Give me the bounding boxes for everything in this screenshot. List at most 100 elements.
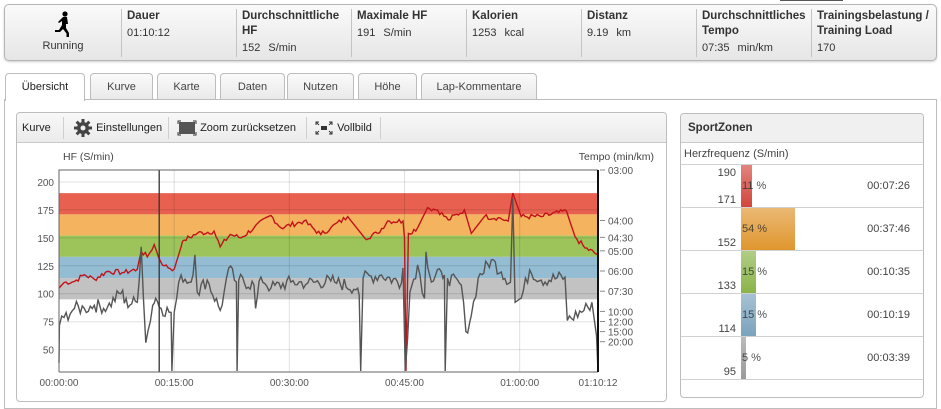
zone-bar	[741, 251, 756, 293]
curve-panel: Kurve Einstellungen Zoom zurücksetzen Vo…	[16, 112, 667, 402]
curve-title: Kurve	[22, 122, 51, 134]
curve-toolbar: Kurve Einstellungen Zoom zurücksetzen Vo…	[17, 113, 666, 143]
zone-lower-bound: 171	[717, 194, 736, 206]
zone-percent: 15 %	[742, 309, 768, 321]
gear-icon	[74, 119, 92, 138]
hr-zone-band	[59, 278, 598, 300]
x-tick-label: 01:00:00	[500, 378, 539, 389]
activity-summary: Running Dauer 01:10:12 Durchschnittliche…	[4, 4, 937, 61]
stat-label: Trainingsbelastung / Training Load	[817, 10, 929, 37]
running-icon	[55, 11, 69, 37]
fullscreen-label: Vollbild	[337, 122, 372, 134]
y-tick-label-right: 07:30	[608, 287, 633, 298]
zoom-reset-label: Zoom zurücksetzen	[200, 122, 297, 134]
hr-pace-chart[interactable]: 50 75 100 125 150 175 200 00:00:00 00:15:00 00:30…	[17, 143, 666, 401]
x-tick-label: 00:30:00	[270, 378, 309, 389]
series-line-hf	[58, 192, 599, 371]
stat-value: 01:10:12	[127, 27, 170, 39]
stat-unit: kcal	[504, 27, 525, 39]
y-tick-label-left: 125	[37, 262, 54, 273]
sport-zones-title: SportZonen	[681, 114, 923, 143]
stat-value: 1253	[472, 27, 497, 39]
zone-row: 133 15 % 00:10:35	[681, 251, 923, 294]
zone-lower-bound: 152	[717, 237, 736, 249]
stat-training-load: Trainingsbelastung / Training Load 170	[811, 9, 935, 57]
zone-time: 00:10:19	[867, 309, 910, 321]
stat-value: 07:35	[702, 42, 730, 54]
y-tick-label-right: 10:00	[608, 307, 633, 318]
hr-zone-band	[59, 193, 598, 215]
stat-avg-hr: Durchschnittliche HF 152 S/min	[236, 9, 351, 57]
zone-percent: 11 %	[742, 180, 767, 192]
y-tick-label-right: 04:00	[608, 217, 633, 228]
tab-daten[interactable]: Daten	[220, 73, 285, 100]
zone-time: 00:07:26	[867, 180, 910, 192]
y-axis-title-left: HF (S/min)	[63, 151, 114, 163]
stat-distance: Distanz 9.19 km	[581, 9, 696, 57]
settings-label: Einstellungen	[96, 122, 163, 134]
zoom-reset-icon	[177, 120, 197, 136]
x-tick-label: 00:00:00	[40, 378, 79, 389]
tab-uebersicht[interactable]: Übersicht	[5, 73, 85, 101]
sport-zones-panel: SportZonen Herzfrequenz (S/min) 190 171 11…	[680, 113, 924, 398]
y-tick-label-right: 03:00	[608, 166, 633, 177]
zone-row: 152 54 % 00:37:46	[681, 208, 923, 251]
tab-hoehe[interactable]: Höhe	[358, 73, 417, 100]
y-tick-label-left: 50	[43, 346, 55, 357]
stat-duration: Dauer 01:10:12	[121, 9, 236, 57]
x-tick-label: 00:45:00	[385, 378, 424, 389]
stat-max-hr: Maximale HF 191 S/min	[351, 9, 466, 57]
y-axis-title-right: Tempo (min/km)	[579, 151, 654, 163]
tab-lap-kommentare[interactable]: Lap-Kommentare	[421, 73, 537, 100]
stat-label: Distanz	[587, 10, 628, 22]
zone-lower-bound: 133	[717, 280, 736, 292]
settings-button[interactable]: Einstellungen	[73, 117, 162, 139]
plot-frame	[58, 169, 598, 372]
divider	[306, 117, 307, 139]
zone-time: 00:37:46	[867, 223, 910, 235]
stat-label: Dauer	[127, 10, 160, 22]
sport-name: Running	[42, 40, 84, 52]
zone-time: 00:03:39	[867, 352, 910, 364]
zone-bar	[741, 294, 756, 336]
tab-kurve[interactable]: Kurve	[90, 73, 153, 100]
zone-row: 190 171 11 % 00:07:26	[681, 165, 923, 208]
tab-nutzen[interactable]: Nutzen	[287, 73, 354, 100]
divider	[168, 117, 169, 139]
zone-percent: 54 %	[742, 223, 768, 235]
stat-label: Kalorien	[472, 10, 519, 22]
y-tick-label-right: 12:00	[608, 318, 633, 329]
stat-calories: Kalorien 1253 kcal	[466, 9, 581, 57]
tab-karte[interactable]: Karte	[157, 73, 216, 100]
stat-unit: S/min	[383, 27, 412, 39]
stat-avg-pace: Durchschnittliches Tempo 07:35 min/km	[696, 9, 811, 57]
stat-label: Maximale HF	[357, 10, 428, 22]
fullscreen-icon	[315, 121, 333, 135]
stat-unit: min/km	[737, 42, 773, 54]
hr-zone-band	[59, 214, 598, 236]
zone-time: 00:10:35	[867, 266, 910, 278]
zoom-reset-button[interactable]: Zoom zurücksetzen	[177, 117, 296, 139]
y-tick-label-right: 15:00	[608, 328, 633, 339]
sport-zones-subtitle: Herzfrequenz (S/min)	[681, 143, 923, 165]
divider	[63, 117, 64, 139]
zone-lower-bound: 95	[723, 366, 736, 378]
top-link-underline	[780, 0, 843, 1]
zone-lower-bound: 114	[718, 323, 736, 335]
y-tick-label-right: 06:00	[608, 267, 633, 278]
y-tick-label-left: 100	[37, 290, 54, 301]
series-line-tempo	[58, 198, 599, 372]
stat-label: Durchschnittliche HF	[242, 10, 340, 37]
sport-type: Running	[5, 5, 121, 60]
y-tick-label-left: 200	[37, 178, 54, 189]
hr-zone-band	[59, 235, 598, 257]
zone-bar	[741, 337, 746, 379]
zone-percent: 15 %	[742, 266, 768, 278]
fullscreen-button[interactable]: Vollbild	[314, 117, 372, 139]
zone-percent: 5 %	[742, 352, 761, 364]
zone-bar	[741, 165, 752, 207]
zone-bar	[741, 208, 795, 250]
stat-unit: km	[616, 27, 632, 39]
stat-unit: S/min	[268, 42, 297, 54]
y-tick-label-left: 150	[37, 234, 54, 245]
